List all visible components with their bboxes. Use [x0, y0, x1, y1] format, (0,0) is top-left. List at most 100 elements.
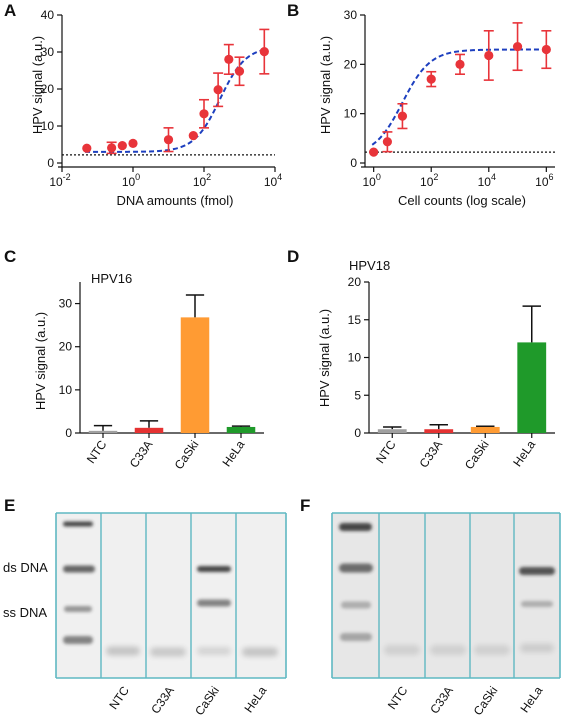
chart-d-category-label: C33A	[417, 438, 446, 471]
gel-f-band	[340, 633, 372, 641]
chart-c-ytick-label: 30	[59, 297, 73, 311]
chart-c-bar-c33a	[134, 427, 164, 433]
chart-a-data-point	[213, 85, 223, 95]
chart-b-data-point	[512, 41, 523, 52]
chart-d-bar-c33a	[424, 429, 454, 433]
chart-a-ytick-label: 40	[41, 8, 55, 22]
gel-f-band	[520, 643, 554, 653]
chart-d-ytick-label: 5	[354, 388, 361, 402]
gel-e-lane-label: CaSki	[192, 684, 222, 716]
chart-a-data-point	[128, 138, 138, 148]
chart-c-bar-caski	[180, 317, 210, 433]
chart-c-plot: 0 10 20 30 NTC C33A CaSki HeLa	[59, 282, 264, 472]
chart-d-category-label: NTC	[373, 437, 399, 466]
chart-b-xtick-label: 100	[362, 172, 380, 189]
chart-c-title: HPV16	[91, 271, 132, 286]
gel-f-lane-label: NTC	[385, 683, 411, 712]
gel-f-band	[521, 601, 553, 607]
panel-f: F NTC C33A CaSki HeLa	[300, 496, 561, 716]
gel-f-band	[339, 563, 373, 573]
chart-d-category-label: HeLa	[510, 437, 538, 469]
chart-a-data-point	[199, 109, 209, 119]
chart-b-ytick-label: 10	[344, 107, 358, 121]
gel-e-band	[150, 647, 186, 657]
panel-a: A HPV signal (a.u.) DNA amounts (fmol) 0…	[4, 1, 282, 208]
chart-a-data-point	[224, 54, 234, 64]
chart-b-ytick-label: 0	[350, 156, 357, 170]
chart-b-data-point	[426, 74, 436, 84]
gel-e-lane-label: HeLa	[242, 683, 270, 715]
panel-letter-e: E	[4, 496, 15, 515]
chart-d-category-label: CaSki	[462, 438, 492, 472]
chart-c-ytick-label: 10	[59, 383, 73, 397]
chart-d-ylabel: HPV signal (a.u.)	[317, 309, 332, 407]
chart-c-ytick-label: 20	[59, 340, 73, 354]
gel-f-image: NTC C33A CaSki HeLa	[331, 512, 561, 716]
chart-d-ytick-label: 0	[354, 426, 361, 440]
chart-a-data-point	[107, 143, 117, 153]
chart-b-ytick-label: 20	[344, 57, 358, 71]
chart-d-bar-caski	[470, 426, 500, 433]
gel-e-band	[63, 521, 93, 527]
gel-e-image: NTC C33A CaSki HeLa	[55, 512, 287, 716]
chart-d-ytick-label: 15	[348, 313, 362, 327]
gel-e-band-label-ds: ds DNA	[3, 560, 48, 575]
chart-b-data-point	[382, 137, 392, 147]
gel-e-band	[197, 566, 231, 572]
chart-a-xtick-label: 104	[264, 172, 282, 189]
gel-f-band	[341, 601, 371, 609]
panel-c: C HPV16 HPV signal (a.u.) 0 10 20 30 NTC C33A…	[4, 247, 264, 472]
gel-f-lane-label: CaSki	[471, 684, 501, 716]
chart-a-data-point	[259, 47, 269, 57]
chart-a-data-point	[117, 141, 127, 151]
chart-a-xlabel: DNA amounts (fmol)	[116, 193, 233, 208]
chart-d-title: HPV18	[349, 258, 390, 273]
panel-letter-b: B	[287, 1, 299, 20]
chart-b-data-point	[541, 44, 551, 55]
chart-a-ytick-label: 30	[41, 45, 55, 59]
chart-d-bar-hela	[517, 342, 547, 433]
gel-f-band	[519, 567, 555, 575]
gel-f-lane-label: HeLa	[518, 683, 546, 715]
chart-b-data-point	[484, 50, 494, 61]
chart-b-data-point	[369, 147, 379, 157]
gel-e-band	[242, 647, 278, 657]
chart-a-xtick-label: 10-2	[49, 172, 70, 189]
chart-a-ytick-label: 20	[41, 82, 55, 96]
panel-letter-a: A	[4, 1, 16, 20]
gel-e-lane-label: NTC	[106, 683, 132, 712]
chart-a-ytick-label: 10	[41, 119, 55, 133]
gel-e-band	[197, 647, 231, 655]
chart-a-xtick-label: 102	[193, 172, 211, 189]
gel-e-band	[63, 565, 95, 573]
chart-a-data-point	[82, 143, 92, 153]
chart-b-data-point	[397, 111, 408, 121]
chart-a-data-point	[163, 135, 174, 145]
chart-a-data-point	[234, 66, 245, 76]
gel-f-band	[430, 645, 466, 655]
chart-a-xtick-label: 100	[122, 172, 140, 189]
chart-c-category-label: HeLa	[220, 437, 248, 469]
panel-letter-f: F	[300, 496, 310, 515]
gel-f-band	[384, 645, 420, 655]
chart-c-ytick-label: 0	[65, 426, 72, 440]
chart-b-plot: 0 10 20 30 100 102 104 106	[344, 8, 555, 189]
chart-d-plot: 0 5 10 15 20 NTC C33A CaSki HeLa	[348, 275, 555, 472]
gel-e-band-label-ss: ss DNA	[3, 605, 47, 620]
chart-c-bar-ntc	[88, 430, 118, 433]
chart-a-ytick-label: 0	[47, 156, 54, 170]
chart-c-category-label: C33A	[127, 438, 156, 471]
gel-f-lane-label: C33A	[427, 684, 456, 716]
gel-e-band	[63, 636, 93, 644]
gel-f-band	[339, 523, 372, 531]
chart-b-xtick-label: 106	[535, 172, 553, 189]
chart-d-ytick-label: 20	[348, 275, 362, 289]
chart-d-ytick-label: 10	[348, 351, 362, 365]
panel-letter-d: D	[287, 247, 299, 266]
chart-b-xtick-label: 104	[478, 172, 496, 189]
chart-a-data-point	[188, 131, 198, 141]
gel-e-band	[197, 599, 231, 607]
chart-b-xlabel: Cell counts (log scale)	[398, 193, 526, 208]
chart-b-ylabel: HPV signal (a.u.)	[318, 36, 333, 134]
